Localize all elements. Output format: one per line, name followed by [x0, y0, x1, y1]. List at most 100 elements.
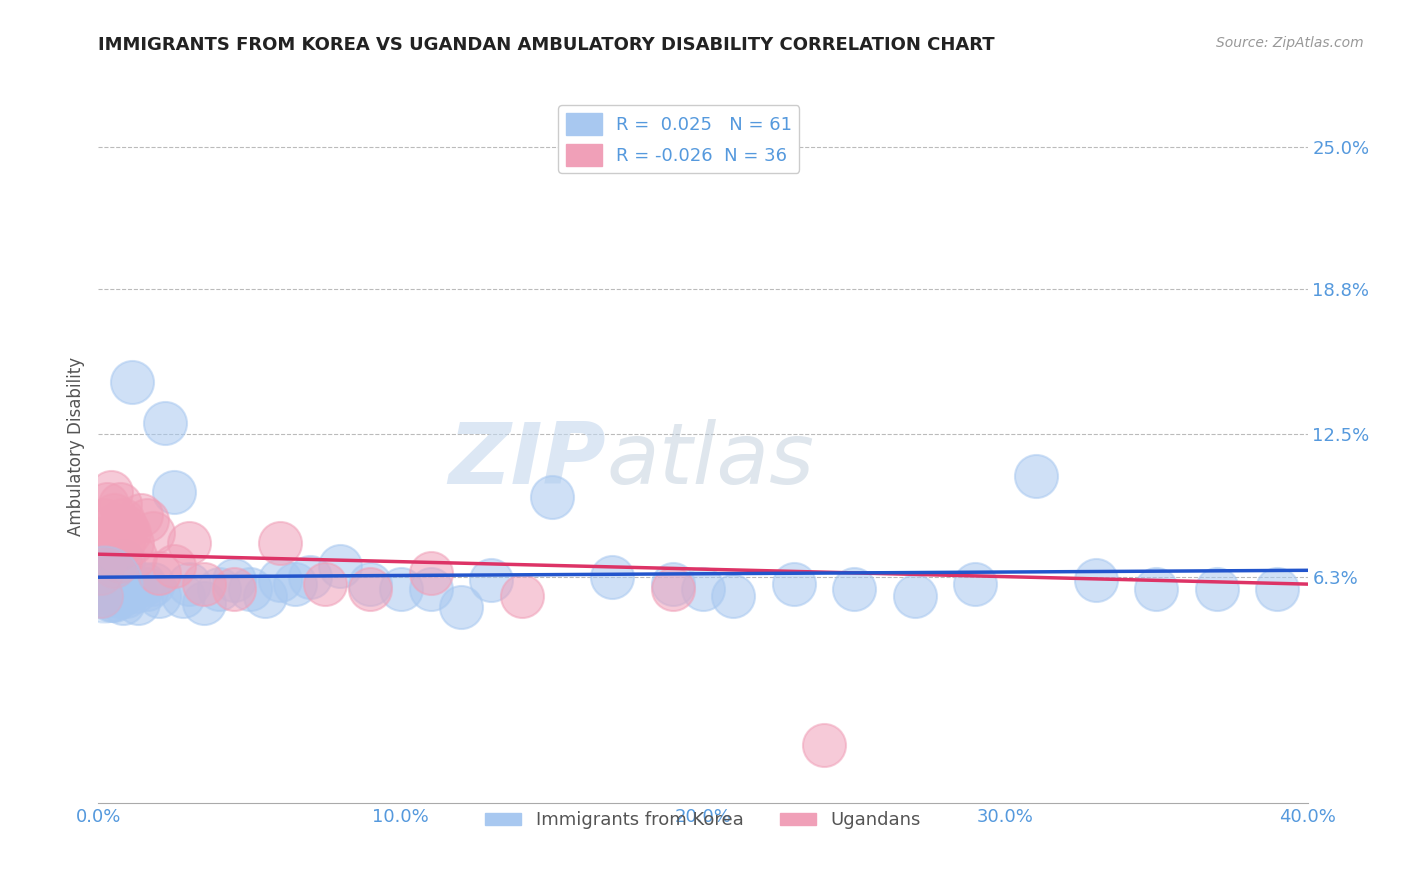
Point: [121, 535, 143, 549]
Point: [103, 593, 125, 607]
Point: [96, 549, 118, 564]
Y-axis label: Ambulatory Disability: Ambulatory Disability: [66, 357, 84, 535]
Point: [1144, 582, 1167, 596]
Point: [510, 589, 533, 603]
Point: [420, 582, 443, 596]
Point: [96, 497, 118, 511]
Point: [105, 582, 128, 596]
Point: [360, 577, 382, 591]
Point: [239, 582, 262, 596]
Point: [193, 595, 215, 609]
Point: [105, 542, 128, 557]
Point: [1024, 469, 1046, 483]
Text: ZIP: ZIP: [449, 418, 606, 502]
Point: [783, 577, 806, 591]
Point: [129, 508, 152, 522]
Point: [253, 589, 276, 603]
Point: [314, 577, 336, 591]
Point: [100, 577, 122, 591]
Point: [100, 582, 122, 596]
Point: [93, 531, 115, 545]
Point: [114, 519, 136, 533]
Point: [105, 526, 128, 541]
Point: [114, 582, 136, 596]
Point: [299, 570, 322, 584]
Point: [118, 526, 141, 541]
Point: [90, 589, 112, 603]
Point: [111, 586, 134, 600]
Point: [904, 589, 927, 603]
Point: [540, 490, 562, 504]
Text: IMMIGRANTS FROM KOREA VS UGANDAN AMBULATORY DISABILITY CORRELATION CHART: IMMIGRANTS FROM KOREA VS UGANDAN AMBULAT…: [98, 36, 995, 54]
Point: [224, 582, 246, 596]
Point: [179, 535, 201, 549]
Point: [103, 558, 125, 573]
Point: [661, 582, 683, 596]
Point: [96, 586, 118, 600]
Text: atlas: atlas: [606, 418, 814, 502]
Point: [172, 589, 194, 603]
Point: [269, 535, 291, 549]
Legend: Immigrants from Korea, Ugandans: Immigrants from Korea, Ugandans: [478, 805, 928, 837]
Point: [105, 586, 128, 600]
Point: [111, 535, 134, 549]
Point: [661, 577, 683, 591]
Point: [100, 593, 122, 607]
Point: [329, 558, 352, 573]
Point: [105, 577, 128, 591]
Point: [389, 582, 412, 596]
Point: [103, 582, 125, 596]
Point: [163, 558, 186, 573]
Point: [148, 566, 170, 580]
Point: [103, 566, 125, 580]
Point: [93, 577, 115, 591]
Point: [127, 595, 149, 609]
Point: [124, 584, 146, 599]
Point: [111, 595, 134, 609]
Point: [100, 485, 122, 500]
Point: [224, 573, 246, 587]
Point: [135, 513, 157, 527]
Text: Source: ZipAtlas.com: Source: ZipAtlas.com: [1216, 36, 1364, 50]
Point: [148, 589, 170, 603]
Point: [481, 573, 503, 587]
Point: [450, 600, 472, 615]
Point: [844, 582, 866, 596]
Point: [108, 554, 131, 568]
Point: [1267, 582, 1289, 596]
Point: [132, 577, 155, 591]
Point: [121, 375, 143, 389]
Point: [111, 554, 134, 568]
Point: [692, 582, 714, 596]
Point: [813, 738, 835, 752]
Point: [108, 558, 131, 573]
Point: [108, 497, 131, 511]
Point: [602, 570, 624, 584]
Point: [163, 485, 186, 500]
Point: [208, 582, 231, 596]
Point: [142, 577, 165, 591]
Point: [96, 573, 118, 587]
Point: [723, 589, 745, 603]
Point: [90, 566, 112, 580]
Point: [142, 526, 165, 541]
Point: [100, 519, 122, 533]
Point: [193, 577, 215, 591]
Point: [93, 589, 115, 603]
Point: [1085, 573, 1108, 587]
Point: [114, 589, 136, 603]
Point: [93, 577, 115, 591]
Point: [118, 577, 141, 591]
Point: [108, 589, 131, 603]
Point: [124, 549, 146, 564]
Point: [420, 566, 443, 580]
Point: [965, 577, 987, 591]
Point: [360, 582, 382, 596]
Point: [269, 573, 291, 587]
Point: [1206, 582, 1229, 596]
Point: [93, 513, 115, 527]
Point: [90, 582, 112, 596]
Point: [179, 577, 201, 591]
Point: [103, 508, 125, 522]
Point: [153, 416, 176, 430]
